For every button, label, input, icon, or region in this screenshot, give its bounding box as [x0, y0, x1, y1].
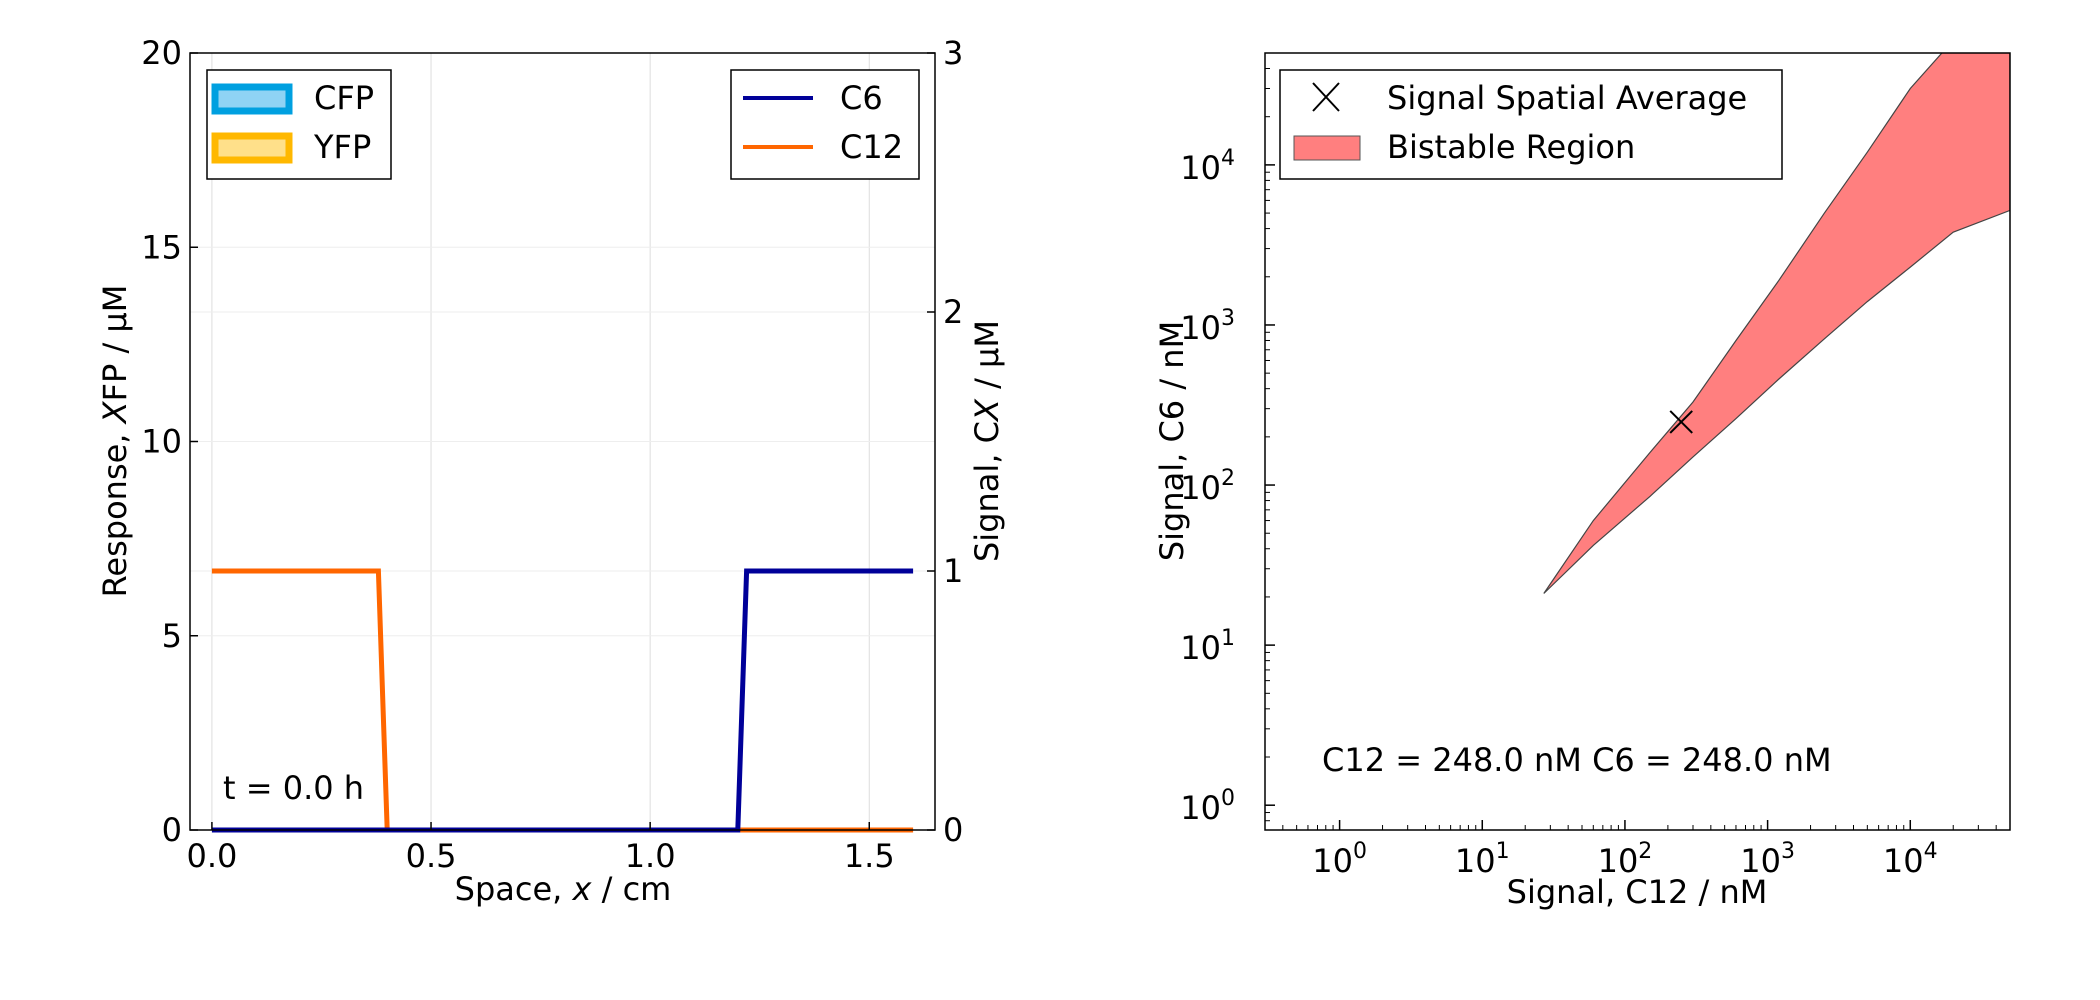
legend-bistable-label: Bistable Region [1387, 128, 1635, 166]
right-y-axis-label: Signal, C6 / nM [1153, 321, 1191, 561]
right-plot-frame [1264, 52, 2011, 831]
left-ticks: 0.0 0.5 1.0 1.5 0 5 10 15 20 0 1 2 3 [141, 34, 963, 875]
right-y-axis-label-part2: / µM [968, 320, 1006, 399]
left-x-axis-label-part2: / cm [591, 870, 671, 908]
right-y-tick-label: 100 [1180, 786, 1235, 827]
right-legend-frame [1279, 69, 1783, 180]
left-right-y-tick-label: 3 [943, 34, 963, 72]
left-y-tick-label: 15 [141, 228, 182, 266]
right-x-axis-label: Signal, C12 / nM [1507, 873, 1768, 911]
right-x-tick-label: 104 [1883, 839, 1938, 880]
left-y-axis-label-var: X [96, 400, 134, 425]
legend-signal-frame [730, 69, 920, 180]
right-y-tick-label: 102 [1180, 466, 1235, 507]
left-x-tick-label: 0.0 [186, 837, 237, 875]
right-legend: Signal Spatial Average Bistable Region [1279, 69, 1783, 180]
left-y-axis-label: Response, XFP / µM [96, 285, 134, 598]
left-annotation: t = 0.0 h [223, 769, 364, 807]
right-series [1543, 53, 2010, 594]
left-y-tick-label: 5 [162, 617, 182, 655]
left-right-y-tick-label: 2 [943, 293, 963, 331]
legend-cfp-label: CFP [314, 79, 374, 117]
left-right-y-tick-label: 1 [943, 552, 963, 590]
legend-bistable-swatch [1293, 135, 1361, 161]
bistable-region [1543, 53, 2010, 594]
left-y-tick-label: 10 [141, 423, 182, 461]
left-y-axis-label-part2: FP / µM [96, 285, 134, 402]
left-y-tick-label: 20 [141, 34, 182, 72]
right-y-axis-label-part1: Signal, C [968, 421, 1006, 562]
right-y-tick-label: 101 [1180, 626, 1235, 667]
legend-c12-label: C12 [840, 128, 903, 166]
right-y-tick-label: 103 [1180, 306, 1235, 347]
left-x-axis-label-part1: Space, [455, 870, 573, 908]
left-chart: 0.0 0.5 1.0 1.5 0 5 10 15 20 0 1 2 3 t = 0.0 h Space… [96, 34, 1006, 908]
left-y-tick-label: 0 [162, 811, 182, 849]
right-annotation: C12 = 248.0 nM C6 = 248.0 nM [1322, 741, 1832, 779]
left-right-y-axis-label: Signal, CX / µM [968, 320, 1006, 562]
legend-average-marker [1312, 82, 1340, 112]
right-x-tick-label: 102 [1598, 839, 1653, 880]
left-x-tick-label: 0.5 [406, 837, 457, 875]
left-x-tick-label: 1.0 [625, 837, 676, 875]
legend-average-label: Signal Spatial Average [1387, 79, 1747, 117]
right-y-axis-label-var: X [968, 398, 1006, 423]
left-legend-fp: CFP YFP [206, 69, 392, 180]
left-x-axis-label-var: x [572, 870, 593, 908]
right-y-tick-label: 104 [1180, 146, 1235, 187]
left-right-y-tick-label: 0 [943, 811, 963, 849]
right-x-tick-label: 101 [1455, 839, 1510, 880]
legend-c6-label: C6 [840, 79, 883, 117]
right-x-tick-label: 100 [1312, 839, 1367, 880]
right-x-tick-label: 103 [1740, 839, 1795, 880]
left-x-axis-label: Space, x / cm [455, 870, 672, 908]
left-y-axis-label-part1: Response, [96, 423, 134, 597]
signal-average-point-stroke [1669, 410, 1693, 434]
right-chart: 100 101 102 103 104 100 101 102 103 104 C12 = 248… [1153, 52, 2011, 911]
legend-cfp-swatch [211, 83, 293, 115]
left-x-tick-label: 1.5 [844, 837, 895, 875]
legend-yfp-label: YFP [313, 128, 371, 166]
right-ticks: 100 101 102 103 104 100 101 102 103 104 [1180, 68, 1997, 880]
left-legend-signal: C6 C12 [730, 69, 920, 180]
legend-yfp-swatch [211, 132, 293, 164]
signal-average-point [1669, 410, 1693, 434]
